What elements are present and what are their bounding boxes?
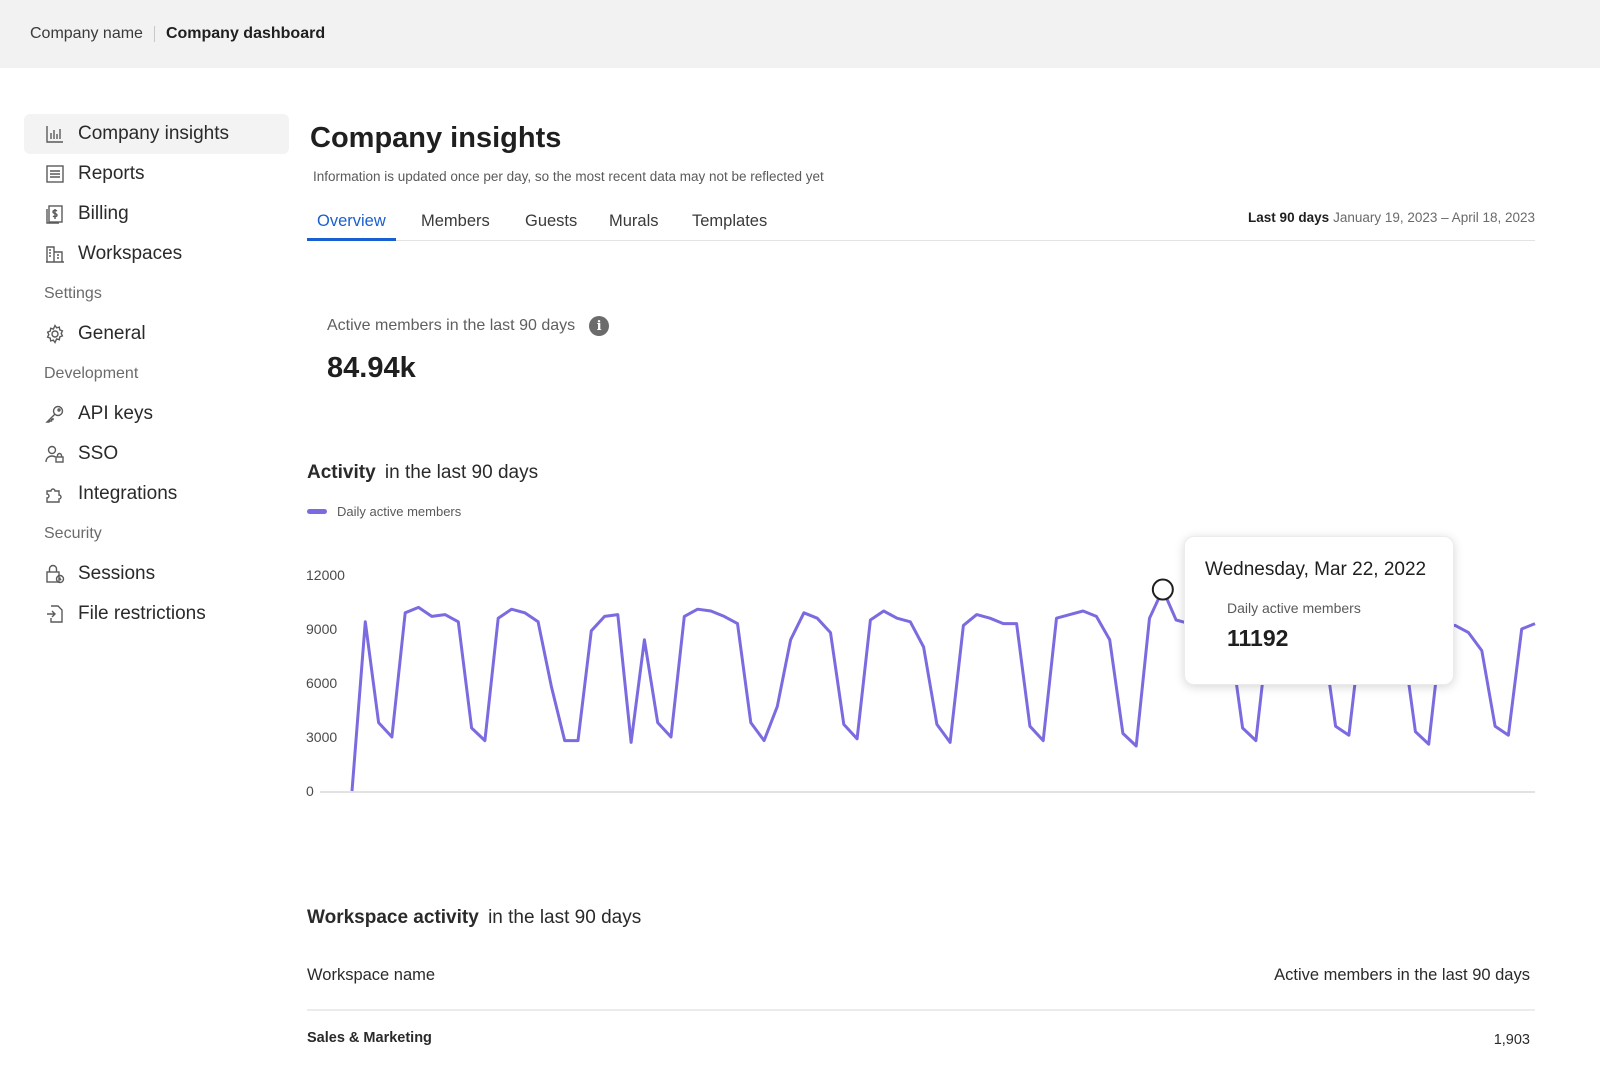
top-bar: Company name Company dashboard (0, 0, 1600, 68)
section-label-development: Development (44, 365, 139, 382)
date-range[interactable]: Last 90 days January 19, 2023 – April 18,… (1248, 210, 1535, 225)
section-label-settings: Settings (44, 285, 102, 302)
sidebar: Company insights Reports Billing Workspa… (24, 114, 289, 634)
workspace-title-bold: Workspace activity (307, 907, 479, 928)
activity-title-rest: in the last 90 days (384, 462, 539, 483)
sidebar-item-label: Integrations (78, 483, 178, 504)
sidebar-item-label: Reports (78, 163, 145, 184)
bar-chart-icon (44, 123, 66, 145)
building-icon (44, 243, 66, 265)
tab-templates[interactable]: Templates (692, 212, 768, 230)
info-icon[interactable]: i (589, 316, 610, 336)
key-icon (44, 403, 66, 425)
sidebar-item-integrations[interactable]: Integrations (24, 474, 289, 514)
lock-clock-icon (44, 563, 66, 585)
sidebar-item-billing[interactable]: Billing (24, 194, 289, 234)
main-content: Company insights Information is updated … (306, 112, 1536, 1048)
puzzle-icon (44, 483, 66, 505)
column-header-active-members[interactable]: Active members in the last 90 days (1274, 966, 1530, 984)
y-tick-label: 6000 (306, 675, 337, 691)
page-breadcrumb: Company dashboard (165, 25, 326, 42)
workspace-activity-title: Workspace activity in the last 90 days (307, 907, 641, 929)
y-tick-label: 0 (306, 783, 314, 799)
tooltip-value: 11192 (1227, 625, 1289, 651)
sidebar-item-file-restrictions[interactable]: File restrictions (24, 594, 289, 634)
date-range-value: January 19, 2023 – April 18, 2023 (1333, 210, 1535, 225)
y-tick-label: 3000 (306, 729, 337, 745)
sidebar-item-sso[interactable]: SSO (24, 434, 289, 474)
highlight-point[interactable] (1151, 578, 1174, 601)
section-label-security: Security (44, 525, 102, 542)
list-icon (44, 163, 66, 185)
tab-overview[interactable]: Overview (307, 212, 396, 241)
legend-swatch (307, 509, 327, 514)
date-range-label: Last 90 days (1248, 210, 1330, 225)
active-members-cell: 1,903 (1493, 1032, 1530, 1048)
tab-guests[interactable]: Guests (525, 212, 578, 230)
sidebar-item-label: API keys (78, 403, 153, 424)
sidebar-item-workspaces[interactable]: Workspaces (24, 234, 289, 274)
sidebar-item-general[interactable]: General (24, 314, 289, 354)
tab-murals[interactable]: Murals (609, 212, 659, 230)
tooltip-date: Wednesday, Mar 22, 2022 (1205, 559, 1427, 580)
user-lock-icon (44, 443, 66, 465)
workspace-title-rest: in the last 90 days (488, 907, 642, 928)
sidebar-item-company-insights[interactable]: Company insights (24, 114, 289, 154)
invoice-icon (44, 203, 66, 225)
column-header-workspace-name[interactable]: Workspace name (307, 966, 436, 984)
sidebar-item-label: Sessions (78, 563, 156, 584)
workspace-name-cell: Sales & Marketing (307, 1030, 432, 1046)
activity-title-bold: Activity (307, 462, 376, 483)
file-restrict-icon (44, 603, 66, 625)
table-header: Workspace name Active members in the las… (307, 966, 1535, 1011)
sidebar-item-label: File restrictions (78, 603, 206, 624)
y-tick-label: 12000 (306, 567, 345, 583)
metric-value: 84.94k (327, 352, 416, 384)
y-tick-label: 9000 (306, 621, 337, 637)
metric-label-text: Active members in the last 90 days (327, 317, 576, 334)
breadcrumb-divider (153, 26, 155, 42)
tab-members[interactable]: Members (421, 212, 490, 230)
chart-legend: Daily active members (307, 504, 461, 519)
sidebar-item-label: SSO (78, 443, 119, 464)
sidebar-item-label: Company insights (78, 123, 230, 144)
company-name[interactable]: Company name (30, 25, 143, 42)
activity-title: Activity in the last 90 days (307, 462, 538, 484)
tooltip-label: Daily active members (1227, 600, 1361, 616)
gear-icon (44, 323, 66, 345)
tab-bar: Overview Members Guests Murals Templates… (307, 210, 1535, 241)
sidebar-item-sessions[interactable]: Sessions (24, 554, 289, 594)
sidebar-item-reports[interactable]: Reports (24, 154, 289, 194)
legend-label: Daily active members (337, 504, 462, 519)
table-row[interactable]: Sales & Marketing 1,903 (307, 1030, 1535, 1048)
page-title: Company insights (310, 122, 562, 154)
metric-label: Active members in the last 90 days i (327, 316, 610, 336)
sidebar-item-label: Workspaces (78, 243, 183, 264)
sidebar-item-label: Billing (78, 203, 129, 224)
sidebar-item-label: General (78, 323, 146, 344)
page-subtitle: Information is updated once per day, so … (313, 169, 824, 184)
chart-tooltip: Wednesday, Mar 22, 2022 Daily active mem… (1184, 536, 1454, 685)
sidebar-item-api-keys[interactable]: API keys (24, 394, 289, 434)
